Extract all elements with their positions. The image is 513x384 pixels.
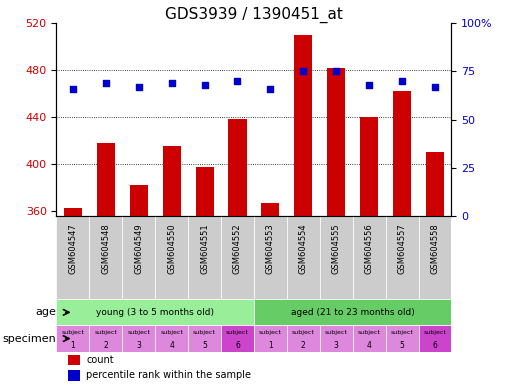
Text: 1: 1 bbox=[268, 341, 273, 350]
Bar bbox=[89, 326, 122, 352]
Point bbox=[431, 84, 439, 90]
Text: 4: 4 bbox=[169, 341, 174, 350]
Text: subject: subject bbox=[160, 330, 183, 335]
Text: subject: subject bbox=[325, 330, 348, 335]
Bar bbox=[287, 326, 320, 352]
Text: 1: 1 bbox=[70, 341, 75, 350]
Bar bbox=[294, 35, 312, 216]
Text: subject: subject bbox=[292, 330, 315, 335]
Text: age: age bbox=[35, 307, 56, 317]
Point bbox=[266, 86, 274, 92]
Bar bbox=[228, 119, 247, 216]
Text: GSM604555: GSM604555 bbox=[332, 223, 341, 274]
Bar bbox=[122, 326, 155, 352]
Point bbox=[233, 78, 242, 84]
Text: count: count bbox=[86, 355, 114, 365]
Text: GSM604547: GSM604547 bbox=[68, 223, 77, 274]
Bar bbox=[426, 152, 444, 216]
Text: 3: 3 bbox=[334, 341, 339, 350]
Text: GSM604558: GSM604558 bbox=[430, 223, 440, 274]
Point bbox=[102, 80, 110, 86]
Bar bbox=[327, 68, 345, 216]
Bar bbox=[188, 326, 221, 352]
Text: 5: 5 bbox=[400, 341, 405, 350]
Text: 6: 6 bbox=[432, 341, 438, 350]
Bar bbox=[188, 216, 221, 299]
Text: subject: subject bbox=[424, 330, 446, 335]
Bar bbox=[353, 216, 386, 299]
Bar bbox=[353, 326, 386, 352]
Text: GSM604554: GSM604554 bbox=[299, 223, 308, 274]
Bar bbox=[221, 326, 254, 352]
Bar bbox=[155, 326, 188, 352]
Bar bbox=[419, 326, 451, 352]
Point bbox=[69, 86, 77, 92]
Bar bbox=[89, 216, 122, 299]
Text: subject: subject bbox=[94, 330, 117, 335]
Bar bbox=[287, 216, 320, 299]
Text: subject: subject bbox=[193, 330, 216, 335]
Bar bbox=[254, 326, 287, 352]
Text: subject: subject bbox=[127, 330, 150, 335]
Bar bbox=[419, 216, 451, 299]
Point bbox=[168, 80, 176, 86]
Bar bbox=[56, 326, 89, 352]
Bar bbox=[386, 326, 419, 352]
Point bbox=[398, 78, 406, 84]
Bar bbox=[163, 146, 181, 216]
Text: GSM604549: GSM604549 bbox=[134, 223, 143, 274]
Bar bbox=[130, 185, 148, 216]
Bar bbox=[320, 216, 353, 299]
Text: subject: subject bbox=[390, 330, 413, 335]
Text: GSM604553: GSM604553 bbox=[266, 223, 275, 274]
Text: GSM604551: GSM604551 bbox=[200, 223, 209, 274]
Bar bbox=[195, 167, 213, 216]
Text: GSM604552: GSM604552 bbox=[233, 223, 242, 274]
Bar bbox=[261, 204, 280, 216]
Title: GDS3939 / 1390451_at: GDS3939 / 1390451_at bbox=[165, 7, 343, 23]
Point bbox=[201, 82, 209, 88]
Text: GSM604550: GSM604550 bbox=[167, 223, 176, 274]
Bar bbox=[56, 216, 89, 299]
Bar bbox=[68, 370, 80, 381]
Bar bbox=[254, 216, 287, 299]
Bar bbox=[320, 326, 353, 352]
Bar bbox=[56, 299, 254, 326]
Bar bbox=[155, 216, 188, 299]
Bar bbox=[393, 91, 411, 216]
Point bbox=[365, 82, 373, 88]
Bar bbox=[221, 216, 254, 299]
Bar bbox=[122, 216, 155, 299]
Text: specimen: specimen bbox=[3, 334, 56, 344]
Text: GSM604557: GSM604557 bbox=[398, 223, 407, 274]
Text: 5: 5 bbox=[202, 341, 207, 350]
Text: 2: 2 bbox=[104, 341, 108, 350]
Text: GSM604548: GSM604548 bbox=[101, 223, 110, 274]
Text: subject: subject bbox=[62, 330, 84, 335]
Text: GSM604556: GSM604556 bbox=[365, 223, 373, 274]
Text: aged (21 to 23 months old): aged (21 to 23 months old) bbox=[291, 308, 415, 317]
Text: 3: 3 bbox=[136, 341, 141, 350]
Text: 6: 6 bbox=[235, 341, 240, 350]
Bar bbox=[97, 142, 115, 216]
Text: subject: subject bbox=[358, 330, 381, 335]
Bar bbox=[254, 299, 451, 326]
Point bbox=[134, 84, 143, 90]
Text: subject: subject bbox=[226, 330, 249, 335]
Bar bbox=[68, 355, 80, 365]
Text: 2: 2 bbox=[301, 341, 306, 350]
Text: young (3 to 5 months old): young (3 to 5 months old) bbox=[96, 308, 214, 317]
Point bbox=[299, 68, 307, 74]
Bar bbox=[386, 216, 419, 299]
Text: percentile rank within the sample: percentile rank within the sample bbox=[86, 371, 251, 381]
Bar bbox=[64, 208, 82, 216]
Text: subject: subject bbox=[259, 330, 282, 335]
Point bbox=[332, 68, 340, 74]
Text: 4: 4 bbox=[367, 341, 371, 350]
Bar bbox=[360, 117, 378, 216]
